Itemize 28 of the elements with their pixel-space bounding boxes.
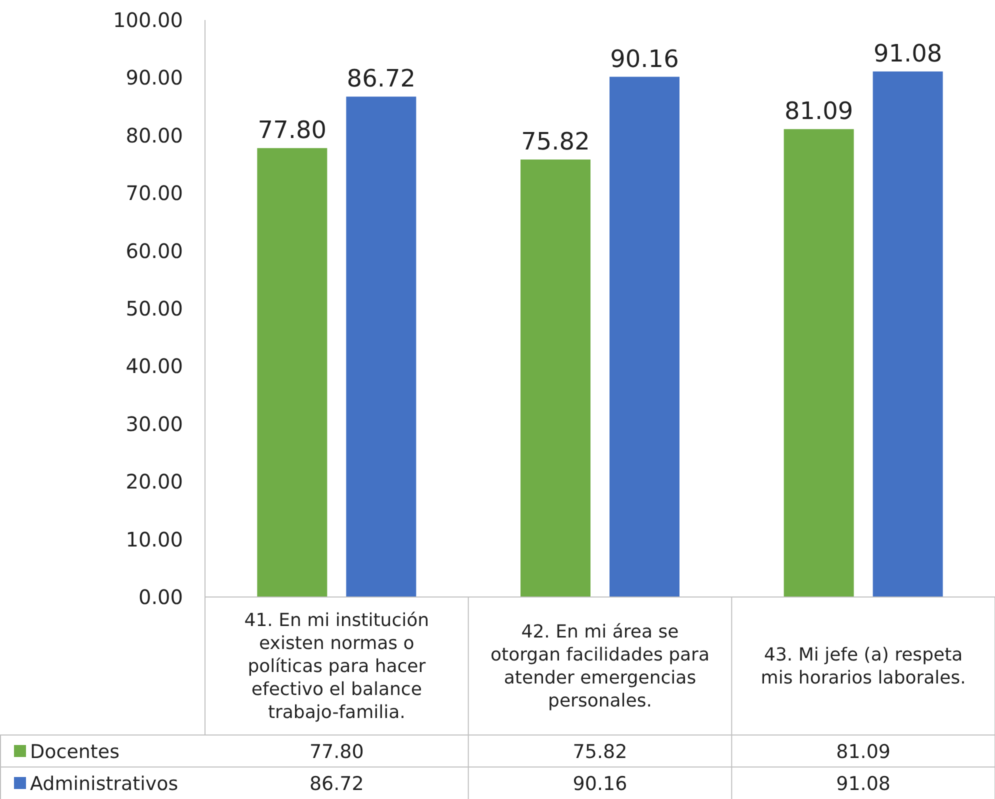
x-tick-label: 43. Mi jefe (a) respeta mis horarios laborales. <box>760 644 966 688</box>
data-label: 81.09 <box>836 741 891 763</box>
data-label: 86.72 <box>309 773 364 795</box>
y-tick-label: 10.00 <box>126 527 183 552</box>
legend-label: Docentes <box>30 741 120 763</box>
text: 81.09 <box>784 97 854 126</box>
y-tick-label: 70.00 <box>126 181 183 206</box>
y-tick-label: 60.00 <box>126 238 183 263</box>
text: 77.80 <box>258 116 327 144</box>
y-tick-label: 30.00 <box>126 412 183 436</box>
text: 91.08 <box>873 39 942 68</box>
data-label: 91.08 <box>836 773 891 795</box>
y-tick-label: 50.00 <box>126 296 183 320</box>
y-tick-label: 20.00 <box>126 470 183 494</box>
data-label: 90.16 <box>572 773 628 795</box>
y-tick-label: 40.00 <box>126 354 183 378</box>
y-tick-label: 0.00 <box>138 585 183 609</box>
text: 90.16 <box>610 44 679 73</box>
text: 86.72 <box>346 64 416 93</box>
x-tick-label: 41. En mi institución existen normas o políticas para hacer efectivo el balance trabajo-familia. <box>244 610 430 723</box>
data-label: 75.82 <box>572 741 628 763</box>
y-tick-label: 100.00 <box>113 8 183 32</box>
legend-label: Administrativos <box>30 773 178 795</box>
y-tick-label: 90.00 <box>126 66 183 90</box>
text: 75.82 <box>521 128 590 156</box>
y-tick-label: 80.00 <box>126 123 183 148</box>
x-tick-label: 42. En mi área se otorgan facilidades para atender emergencias personales. <box>490 622 710 712</box>
data-label: 77.80 <box>309 741 364 763</box>
